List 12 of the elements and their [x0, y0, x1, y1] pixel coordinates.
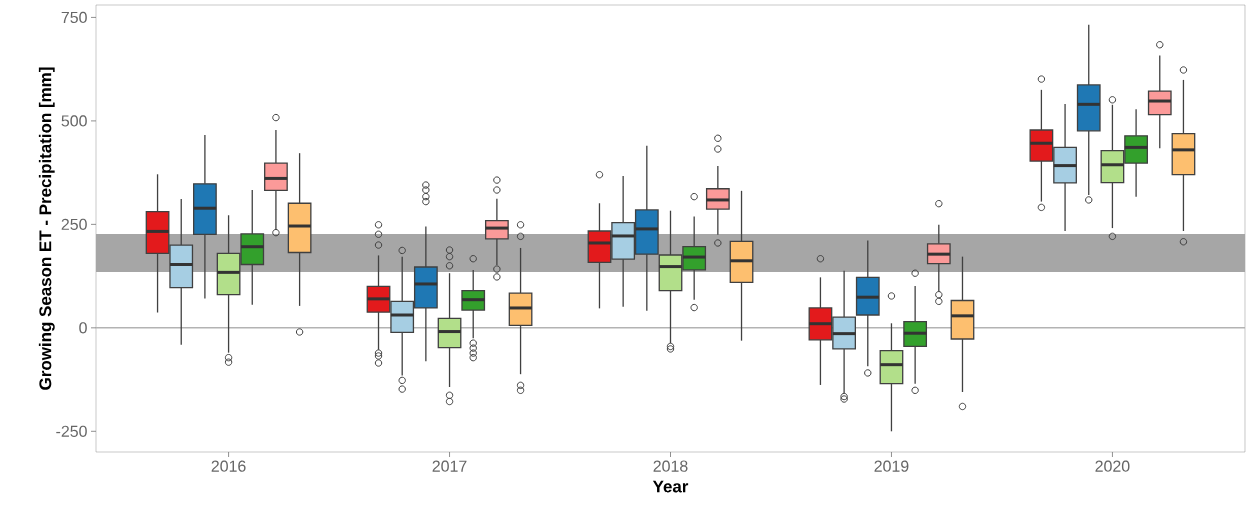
- y-tick-label: 500: [61, 115, 87, 127]
- y-tick-label: 0: [79, 322, 87, 334]
- x-tick-label: 2019: [874, 460, 909, 472]
- y-axis-title: Growing Season ET - Precipitation [mm]: [38, 67, 55, 390]
- x-axis-title: Year: [652, 480, 689, 493]
- x-tick-label: 2018: [653, 460, 688, 472]
- y-tick-label: -250: [56, 425, 87, 437]
- x-tick-label: 2017: [432, 460, 467, 472]
- x-tick-label: 2016: [211, 460, 246, 472]
- y-tick-label: 750: [61, 11, 87, 24]
- y-tick-label: 250: [61, 218, 87, 230]
- x-tick-label: 2020: [1095, 460, 1130, 472]
